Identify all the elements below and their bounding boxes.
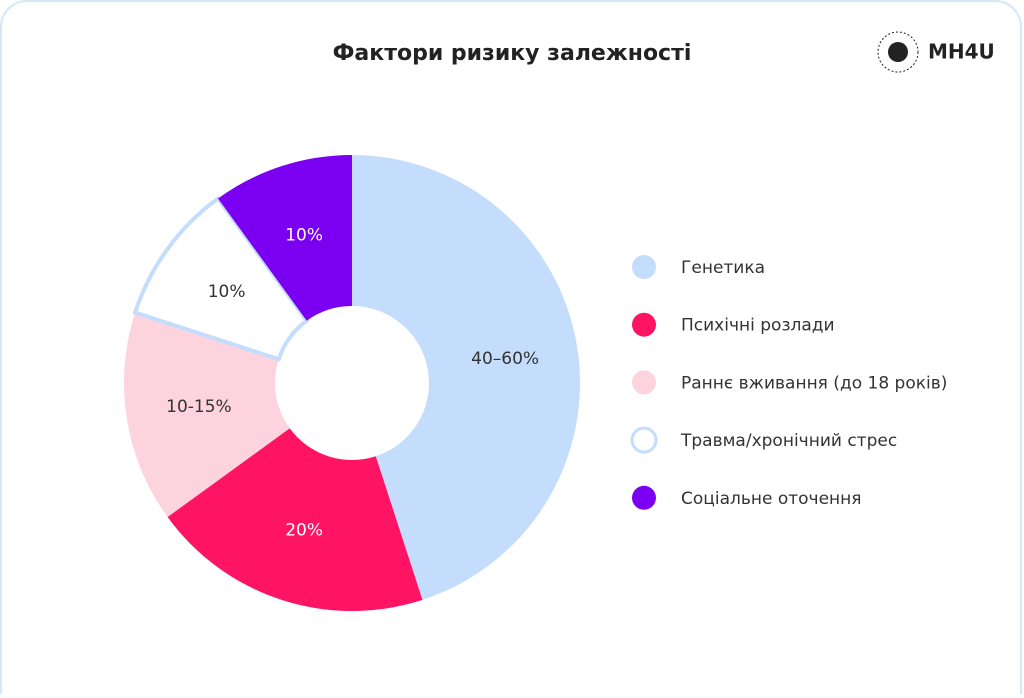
legend-label: Травма/хронічний стрес xyxy=(680,431,897,451)
data-label: 10% xyxy=(208,282,246,302)
legend-marker xyxy=(632,485,656,510)
legend-marker xyxy=(630,426,658,454)
logo-text: MH4U xyxy=(928,40,995,64)
legend-label: Соціальне оточення xyxy=(681,489,862,509)
logo-icon xyxy=(877,31,919,73)
donut-slice xyxy=(167,428,423,611)
data-label: 10% xyxy=(285,226,323,246)
data-label: 10-15% xyxy=(166,397,232,417)
donut-slice xyxy=(132,195,310,362)
legend-marker xyxy=(632,255,656,279)
legend-marker xyxy=(632,370,656,395)
chart-title: Фактори ризику залежності xyxy=(333,41,692,66)
logo: MH4U xyxy=(877,31,995,73)
legend-label: Генетика xyxy=(681,258,765,278)
data-label: 20% xyxy=(285,520,323,540)
donut-slice xyxy=(123,312,290,518)
donut-slice xyxy=(217,155,352,321)
legend-marker xyxy=(632,312,656,337)
logo-icon-center xyxy=(888,42,908,62)
data-label: 40–60% xyxy=(471,349,539,369)
donut-slice xyxy=(352,155,580,600)
legend-label: Раннє вживання (до 18 років) xyxy=(681,373,947,393)
legend-label: Психічні розлади xyxy=(681,316,835,336)
